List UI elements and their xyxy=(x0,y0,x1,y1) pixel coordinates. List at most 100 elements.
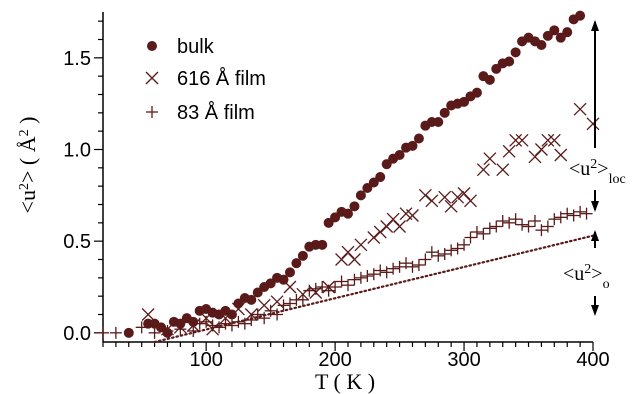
legend-marker xyxy=(147,41,157,51)
data-point xyxy=(316,281,329,293)
data-point xyxy=(257,298,271,312)
data-point xyxy=(425,246,438,259)
fit-line xyxy=(153,234,595,344)
data-point xyxy=(258,312,271,325)
legend-label: 83 Å film xyxy=(177,101,255,124)
data-point xyxy=(271,308,284,321)
legend-label: bulk xyxy=(177,36,215,58)
data-point xyxy=(335,275,348,288)
loc-arrow-head-up xyxy=(591,20,599,31)
data-point xyxy=(536,40,547,50)
data-point xyxy=(238,317,251,330)
data-point xyxy=(97,326,109,339)
data-point xyxy=(483,222,496,235)
data-point xyxy=(264,304,277,317)
x-stroke xyxy=(257,298,271,312)
x-stroke xyxy=(444,199,458,213)
annotation-u2-o-part: > xyxy=(591,263,602,285)
data-point xyxy=(270,295,284,309)
x-stroke xyxy=(406,209,419,222)
series-bulk xyxy=(123,10,586,338)
data-point xyxy=(502,144,516,158)
data-point xyxy=(432,249,445,262)
data-point xyxy=(470,226,483,238)
data-point xyxy=(367,268,380,281)
y-title-end: ) xyxy=(15,117,40,130)
annotation-u2-o-part: 2 xyxy=(584,262,591,277)
data-point xyxy=(438,248,451,260)
data-point xyxy=(549,25,560,36)
data-point xyxy=(349,201,360,212)
data-point xyxy=(380,266,393,279)
annotation-u2-o-part: <u xyxy=(563,263,584,285)
data-point xyxy=(522,220,535,233)
x-stroke xyxy=(483,152,497,166)
data-point xyxy=(510,47,521,58)
x-stroke xyxy=(534,143,548,156)
data-point xyxy=(322,280,336,294)
data-point xyxy=(348,273,361,286)
x-stroke xyxy=(296,287,310,301)
x-stroke xyxy=(547,133,561,147)
data-point xyxy=(367,231,381,244)
x-stroke xyxy=(515,133,529,147)
annotation-u2-loc: <u2>loc xyxy=(569,157,626,187)
x-stroke xyxy=(438,190,452,204)
data-point xyxy=(496,163,510,177)
y-title-open: <u xyxy=(15,190,40,213)
data-point xyxy=(412,259,425,271)
data-point xyxy=(580,207,593,220)
x-stroke xyxy=(206,322,220,336)
x-stroke xyxy=(464,194,477,208)
data-point xyxy=(246,294,257,305)
fit-line-group xyxy=(153,234,595,344)
data-point xyxy=(283,297,296,310)
annotation-u2-o-part: o xyxy=(603,277,610,292)
data-point xyxy=(375,172,386,182)
legend-label: 616 Å film xyxy=(177,67,266,90)
data-point xyxy=(413,133,424,144)
x-stroke xyxy=(322,280,336,294)
data-point xyxy=(393,220,407,233)
data-point xyxy=(464,231,477,244)
data-marks xyxy=(97,10,600,339)
data-point xyxy=(188,316,199,327)
x-stroke xyxy=(386,212,400,226)
x-stroke xyxy=(373,225,387,239)
data-point xyxy=(407,140,418,151)
data-point xyxy=(296,287,310,301)
x-tick-label: 400 xyxy=(576,349,609,371)
data-point xyxy=(418,188,432,202)
x-tick-label: 200 xyxy=(318,349,351,371)
data-point xyxy=(329,281,342,293)
data-point xyxy=(451,242,464,255)
data-point xyxy=(515,133,529,147)
data-point xyxy=(548,213,561,226)
x-stroke xyxy=(586,117,600,131)
data-point xyxy=(438,190,452,204)
data-point xyxy=(445,244,458,257)
data-point xyxy=(355,190,366,201)
o-arrow-head-up xyxy=(591,230,599,241)
data-point xyxy=(406,260,419,273)
x-stroke xyxy=(541,133,555,147)
x-stroke xyxy=(145,71,159,85)
annotation-u2-loc-part: 2 xyxy=(590,157,597,172)
data-point xyxy=(444,199,458,213)
x-stroke xyxy=(309,286,323,299)
x-axis-title: T ( K ) xyxy=(315,369,375,394)
data-point xyxy=(458,238,471,251)
data-point xyxy=(226,309,237,320)
data-point xyxy=(406,209,419,222)
data-point xyxy=(567,209,580,222)
y-title-sup2: 2 xyxy=(17,129,32,136)
data-point xyxy=(284,267,295,278)
x-stroke xyxy=(270,295,284,309)
data-point xyxy=(317,239,328,250)
y-tick-label: 1.0 xyxy=(63,140,91,162)
legend-marker xyxy=(145,71,159,85)
x-stroke xyxy=(554,148,568,162)
annotation-u2-o: <u2>o xyxy=(563,262,610,292)
x-stroke xyxy=(367,231,381,244)
legend-marker xyxy=(146,106,158,118)
